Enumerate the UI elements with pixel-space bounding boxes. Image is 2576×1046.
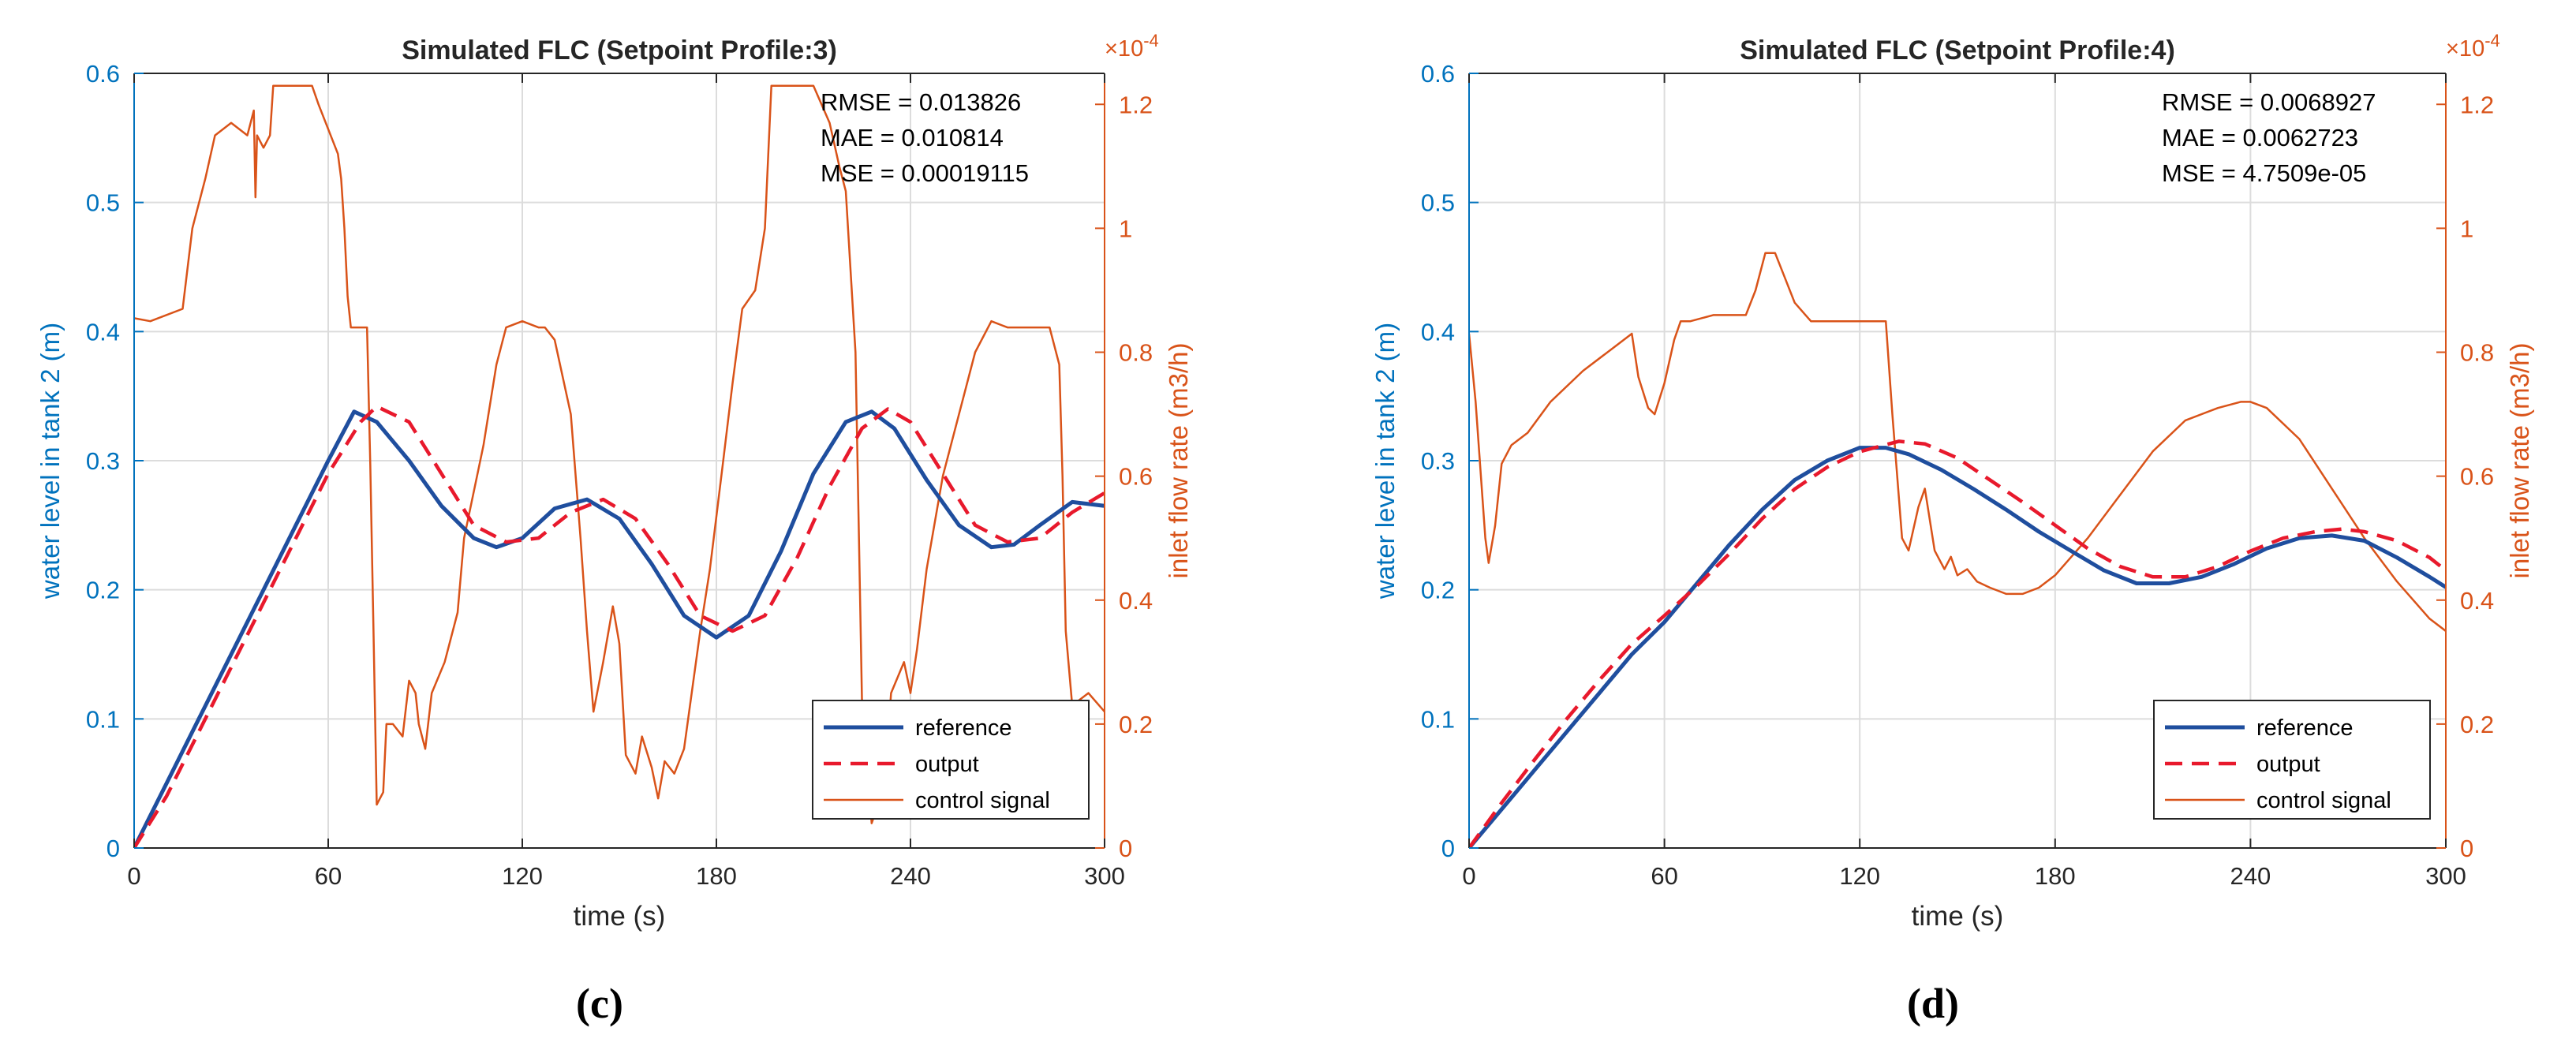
y-left-tick-label: 0.5: [86, 189, 120, 217]
y-left-tick-label: 0.4: [86, 318, 120, 346]
y-right-tick-label: 0.6: [2460, 463, 2494, 491]
x-axis-label: time (s): [1912, 901, 2004, 932]
y-right-tick-label: 1: [2460, 215, 2473, 242]
right-axis-exponent: ×10-4: [2446, 31, 2500, 62]
y-right-tick-label: 0: [1119, 835, 1132, 862]
legend-label-reference: reference: [915, 715, 1012, 741]
stat-text: RMSE = 0.0068927: [2162, 88, 2376, 116]
y-left-tick-label: 0.3: [1421, 447, 1455, 475]
y-left-tick-label: 0.2: [1421, 577, 1455, 604]
legend-label-control: control signal: [2256, 788, 2391, 813]
legend-label-output: output: [2256, 752, 2320, 777]
x-tick-label: 120: [1839, 862, 1880, 890]
series-group: [134, 84, 1105, 848]
stat-text: MSE = 4.7509e-05: [2162, 159, 2366, 187]
x-tick-label: 240: [890, 862, 931, 890]
x-tick-label: 120: [502, 862, 543, 890]
panel-label: (d): [1907, 980, 1959, 1027]
y-right-tick-label: 0.6: [1119, 463, 1153, 491]
y-left-axis-label: water level in tank 2 (m): [1370, 323, 1400, 600]
legend: reference output control signal: [2153, 700, 2431, 820]
series-line-reference: [134, 409, 1105, 848]
y-right-axis-label: inlet flow rate (m3/h): [1164, 343, 1193, 579]
y-right-tick-label: 0.8: [1119, 339, 1153, 367]
series-line-control-signal: [1469, 252, 2446, 632]
x-tick-label: 180: [696, 862, 737, 890]
chart-title: Simulated FLC (Setpoint Profile:4): [1740, 35, 2175, 65]
y-left-tick-label: 0.1: [1421, 705, 1455, 733]
legend-label-control: control signal: [915, 788, 1050, 813]
y-left-tick-label: 0: [107, 835, 120, 862]
y-right-tick-label: 1: [1119, 215, 1132, 242]
legend-label-output: output: [915, 752, 979, 777]
y-left-tick-label: 0.6: [1421, 60, 1455, 88]
x-tick-label: 0: [1462, 862, 1475, 890]
y-right-tick-label: 1.2: [1119, 91, 1153, 118]
y-left-tick-label: 0: [1441, 835, 1455, 862]
y-right-axis-label: inlet flow rate (m3/h): [2505, 343, 2534, 579]
y-right-tick-label: 0.2: [1119, 711, 1153, 738]
series-group: [1469, 252, 2446, 848]
series-line-output: [1469, 439, 2446, 848]
chart-panel-d: 0 60 120 180 240 30000.10.20.30.40.50.600.20.…: [1370, 31, 2534, 1027]
chart-title: Simulated FLC (Setpoint Profile:3): [402, 35, 837, 65]
legend: reference output control signal: [812, 700, 1090, 820]
y-right-tick-label: 0.2: [2460, 711, 2494, 738]
x-axis-label: time (s): [574, 901, 666, 932]
y-left-tick-label: 0.5: [1421, 189, 1455, 217]
y-right-tick-label: 0.4: [1119, 587, 1153, 615]
x-tick-label: 240: [2230, 862, 2271, 890]
y-left-tick-label: 0.2: [86, 577, 120, 604]
y-right-tick-label: 0.4: [2460, 587, 2494, 615]
y-right-tick-label: 1.2: [2460, 91, 2494, 118]
stat-text: MSE = 0.00019115: [821, 159, 1029, 187]
x-tick-label: 60: [315, 862, 342, 890]
stat-text: RMSE = 0.013826: [821, 88, 1021, 116]
y-right-tick-label: 0: [2460, 835, 2473, 862]
y-left-tick-label: 0.6: [86, 60, 120, 88]
y-right-tick-label: 0.8: [2460, 339, 2494, 367]
x-tick-label: 300: [2425, 862, 2466, 890]
x-tick-label: 60: [1651, 862, 1677, 890]
chart-panel-c: 0 60 120 180 240 30000.10.20.30.40.50.600.20.…: [36, 31, 1193, 1027]
y-left-tick-label: 0.1: [86, 705, 120, 733]
x-tick-label: 180: [2035, 862, 2076, 890]
series-line-control-signal: [134, 84, 1105, 824]
panel-label: (c): [576, 980, 623, 1027]
right-axis-exponent: ×10-4: [1105, 31, 1159, 62]
y-left-tick-label: 0.4: [1421, 318, 1455, 346]
series-line-reference: [1469, 446, 2446, 848]
y-left-tick-label: 0.3: [86, 447, 120, 475]
x-tick-label: 300: [1084, 862, 1125, 890]
stat-text: MAE = 0.010814: [821, 124, 1004, 151]
y-left-axis-label: water level in tank 2 (m): [36, 323, 65, 600]
stat-text: MAE = 0.0062723: [2162, 124, 2358, 151]
legend-label-reference: reference: [2256, 715, 2354, 741]
series-line-output: [134, 405, 1105, 848]
x-tick-label: 0: [127, 862, 140, 890]
